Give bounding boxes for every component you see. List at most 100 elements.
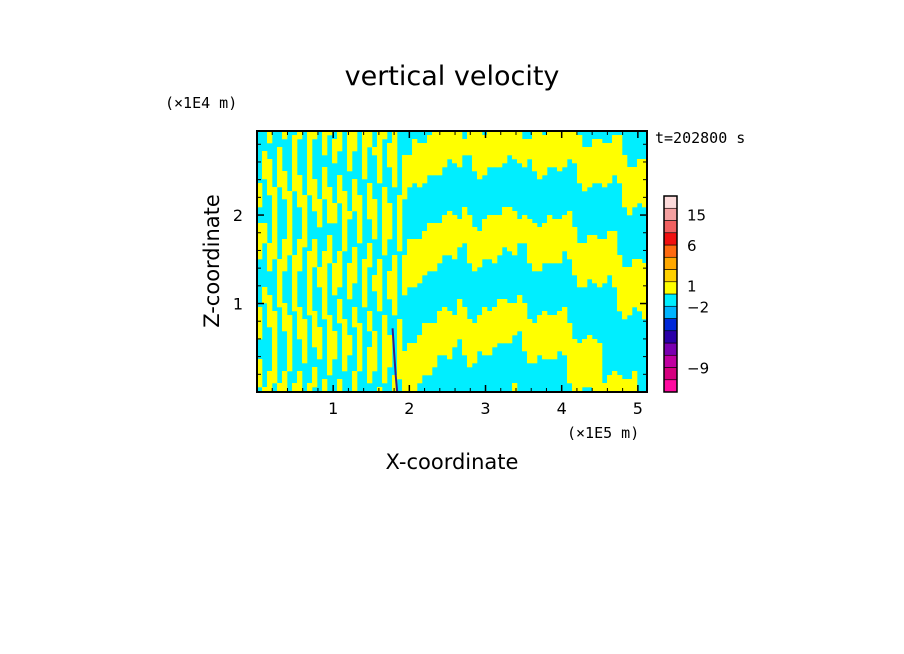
- positive-velocity-cell: [357, 355, 363, 360]
- positive-velocity-cell: [482, 235, 488, 240]
- chart-title: vertical velocity: [345, 61, 560, 92]
- positive-velocity-cell: [592, 255, 598, 260]
- positive-velocity-cell: [302, 195, 308, 200]
- positive-velocity-cell: [587, 255, 593, 260]
- positive-velocity-cell: [302, 331, 308, 336]
- positive-velocity-cell: [537, 167, 543, 172]
- positive-velocity-cell: [432, 363, 438, 368]
- positive-velocity-cell: [447, 223, 453, 228]
- positive-velocity-cell: [437, 235, 443, 240]
- positive-velocity-cell: [332, 351, 338, 356]
- positive-velocity-cell: [407, 275, 413, 280]
- positive-velocity-cell: [362, 175, 368, 180]
- positive-velocity-cell: [517, 303, 523, 308]
- positive-velocity-cell: [642, 311, 647, 316]
- positive-velocity-cell: [362, 171, 368, 176]
- positive-velocity-cell: [482, 223, 488, 228]
- positive-velocity-cell: [372, 359, 378, 364]
- positive-velocity-cell: [577, 267, 583, 272]
- positive-velocity-cell: [527, 155, 533, 160]
- positive-velocity-cell: [532, 151, 538, 156]
- positive-velocity-cell: [272, 251, 278, 256]
- positive-velocity-cell: [532, 231, 538, 236]
- positive-velocity-cell: [637, 267, 643, 272]
- positive-velocity-cell: [267, 191, 273, 196]
- positive-velocity-cell: [387, 227, 393, 232]
- positive-velocity-cell: [262, 295, 268, 300]
- positive-velocity-cell: [267, 159, 273, 164]
- positive-velocity-cell: [342, 359, 348, 364]
- positive-velocity-cell: [482, 319, 488, 324]
- positive-velocity-cell: [367, 263, 373, 268]
- positive-velocity-cell: [407, 183, 413, 188]
- positive-velocity-cell: [582, 159, 588, 164]
- positive-velocity-cell: [427, 323, 433, 328]
- positive-velocity-cell: [527, 219, 533, 224]
- positive-velocity-cell: [437, 147, 443, 152]
- positive-velocity-cell: [557, 251, 563, 256]
- positive-velocity-cell: [372, 211, 378, 216]
- positive-velocity-cell: [272, 375, 278, 380]
- positive-velocity-cell: [462, 147, 468, 152]
- positive-velocity-cell: [462, 319, 468, 324]
- positive-velocity-cell: [257, 367, 263, 372]
- positive-velocity-cell: [352, 187, 358, 192]
- positive-velocity-cell: [327, 259, 333, 264]
- positive-velocity-cell: [622, 315, 628, 320]
- positive-velocity-cell: [427, 363, 433, 368]
- positive-velocity-cell: [587, 351, 593, 356]
- positive-velocity-cell: [352, 267, 358, 272]
- positive-velocity-cell: [597, 275, 603, 280]
- positive-velocity-cell: [607, 171, 613, 176]
- positive-velocity-cell: [422, 363, 428, 368]
- positive-velocity-cell: [382, 235, 388, 240]
- positive-velocity-cell: [642, 271, 647, 276]
- positive-velocity-cell: [437, 311, 443, 316]
- positive-velocity-cell: [467, 359, 473, 364]
- positive-velocity-cell: [542, 259, 548, 264]
- positive-velocity-cell: [592, 263, 598, 268]
- positive-velocity-cell: [537, 155, 543, 160]
- positive-velocity-cell: [272, 215, 278, 220]
- positive-velocity-cell: [577, 359, 583, 364]
- positive-velocity-cell: [542, 235, 548, 240]
- positive-velocity-cell: [627, 383, 633, 388]
- positive-velocity-cell: [402, 183, 408, 188]
- positive-velocity-cell: [482, 227, 488, 232]
- positive-velocity-cell: [457, 155, 463, 160]
- positive-velocity-cell: [527, 223, 533, 228]
- positive-velocity-cell: [622, 279, 628, 284]
- positive-velocity-cell: [482, 339, 488, 344]
- positive-velocity-cell: [347, 167, 353, 172]
- positive-velocity-cell: [402, 163, 408, 168]
- positive-velocity-cell: [387, 275, 393, 280]
- positive-velocity-cell: [527, 247, 533, 252]
- positive-velocity-cell: [292, 299, 298, 304]
- positive-velocity-cell: [297, 311, 303, 316]
- positive-velocity-cell: [377, 159, 383, 164]
- positive-velocity-cell: [497, 243, 503, 248]
- positive-velocity-cell: [457, 239, 463, 244]
- positive-velocity-cell: [487, 343, 493, 348]
- positive-velocity-cell: [547, 135, 553, 140]
- positive-velocity-cell: [322, 299, 328, 304]
- positive-velocity-cell: [287, 191, 293, 196]
- positive-velocity-cell: [547, 247, 553, 252]
- positive-velocity-cell: [357, 219, 363, 224]
- positive-velocity-cell: [312, 179, 318, 184]
- positive-velocity-cell: [272, 219, 278, 224]
- positive-velocity-cell: [407, 243, 413, 248]
- positive-velocity-cell: [412, 359, 418, 364]
- positive-velocity-cell: [387, 339, 393, 344]
- positive-velocity-cell: [497, 235, 503, 240]
- positive-velocity-cell: [332, 147, 338, 152]
- positive-velocity-cell: [607, 231, 613, 236]
- positive-velocity-cell: [392, 275, 398, 280]
- positive-velocity-cell: [367, 195, 373, 200]
- positive-velocity-cell: [382, 347, 388, 352]
- positive-velocity-cell: [452, 343, 458, 348]
- colorbar-label: 6: [687, 237, 697, 255]
- positive-velocity-cell: [447, 331, 453, 336]
- positive-velocity-cell: [422, 255, 428, 260]
- positive-velocity-cell: [312, 375, 318, 380]
